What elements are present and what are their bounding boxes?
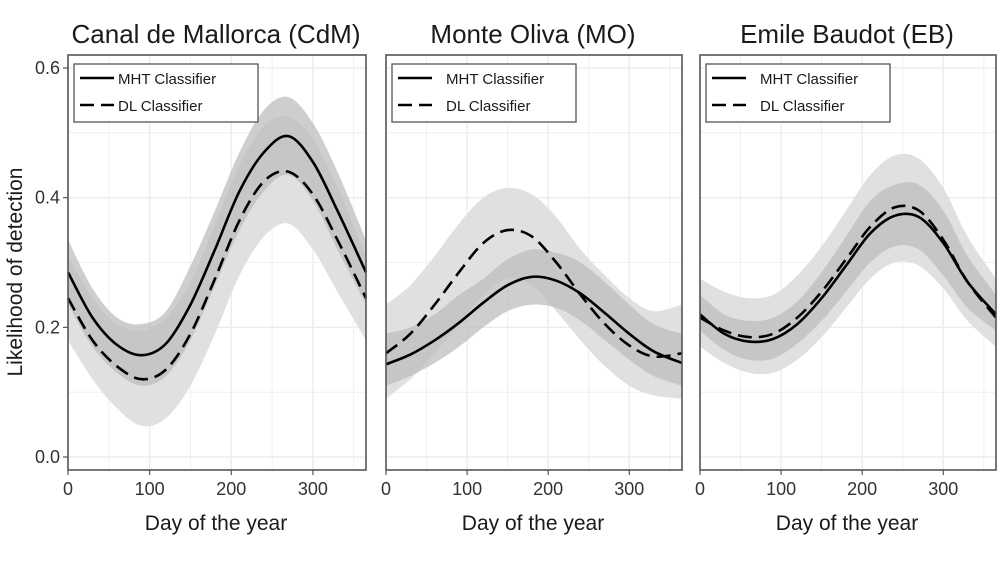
plot-frame: [67, 54, 367, 471]
x-tick-label: 0: [381, 479, 391, 499]
ci-band-mht: [700, 182, 996, 361]
panel-emile-baudot: Emile Baudot (EB) 0 100 200 300 Day of the …: [695, 19, 998, 535]
legend-label-dl: DL Classifier: [446, 98, 530, 115]
panel-monte-oliva: Monte Oliva (MO) 0 100 200 300 Day of the y…: [381, 19, 683, 535]
x-tick-label: 300: [614, 479, 644, 499]
x-tick-label: 200: [216, 479, 246, 499]
legend-box: [705, 63, 891, 123]
legend: [705, 63, 891, 123]
x-axis-label: Day of the year: [462, 512, 604, 535]
legend-box: [391, 63, 577, 123]
plot-area: 0 100 200 300: [381, 54, 683, 499]
legend-label-dl: DL Classifier: [760, 98, 844, 115]
x-tick-label: 100: [766, 479, 796, 499]
series-line-dl: [699, 204, 998, 339]
x-tick-label: 100: [135, 479, 165, 499]
series-line-mht: [699, 212, 997, 344]
x-tick-label: 200: [847, 479, 877, 499]
x-tick-label: 300: [928, 479, 958, 499]
ci-band-mht: [68, 96, 366, 386]
plot-frame: [699, 54, 997, 471]
y-tick-label: 0.2: [35, 317, 60, 337]
y-tick-label: 0.6: [35, 58, 60, 78]
legend-box: [73, 63, 259, 123]
x-tick-label: 200: [533, 479, 563, 499]
x-axis-label: Day of the year: [145, 512, 287, 535]
y-tick-label: 0.4: [35, 188, 60, 208]
plot-area: 0 100 200 300 0.0 0.2 0.4 0.6: [35, 54, 368, 499]
ci-band-dl: [386, 187, 682, 399]
legend-label-mht: MHT Classifier: [760, 71, 858, 88]
series-line-dl: [66, 169, 368, 381]
legend: [391, 63, 577, 123]
x-tick-label: 300: [298, 479, 328, 499]
x-tick-label: 0: [695, 479, 705, 499]
series-line-mht: [66, 134, 368, 357]
plot-frame: [385, 54, 683, 471]
legend-label-dl: DL Classifier: [118, 98, 202, 115]
panel-title: Canal de Mallorca (CdM): [72, 19, 361, 49]
panel-title: Monte Oliva (MO): [430, 19, 635, 49]
legend: [73, 63, 259, 123]
legend-label-mht: MHT Classifier: [118, 71, 216, 88]
plot-area: 0 100 200 300: [695, 54, 998, 499]
panel-canal-de-mallorca: Canal de Mallorca (CdM) 0 100 200 300 0.0 0.2…: [35, 19, 368, 535]
series-line-dl: [385, 228, 683, 359]
y-tick-label: 0.0: [35, 447, 60, 467]
x-tick-label: 0: [63, 479, 73, 499]
panel-title: Emile Baudot (EB): [740, 19, 954, 49]
series-line-mht: [385, 275, 683, 366]
x-axis-label: Day of the year: [776, 512, 918, 535]
x-tick-label: 100: [452, 479, 482, 499]
legend-label-mht: MHT Classifier: [446, 71, 544, 88]
y-axis-label: Likelihood of detection: [4, 168, 27, 377]
